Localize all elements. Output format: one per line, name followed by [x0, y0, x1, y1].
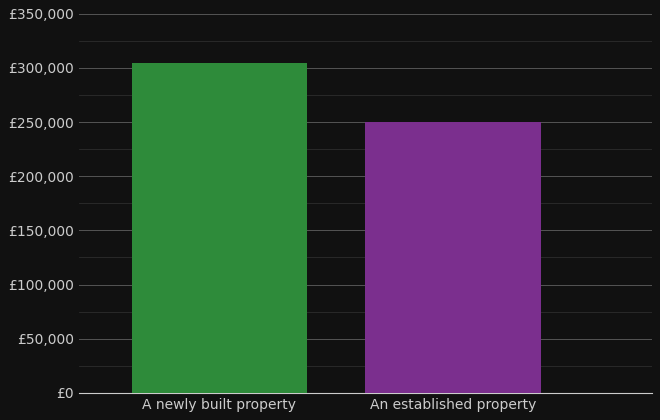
Bar — [131, 63, 307, 393]
Bar — [366, 122, 541, 393]
